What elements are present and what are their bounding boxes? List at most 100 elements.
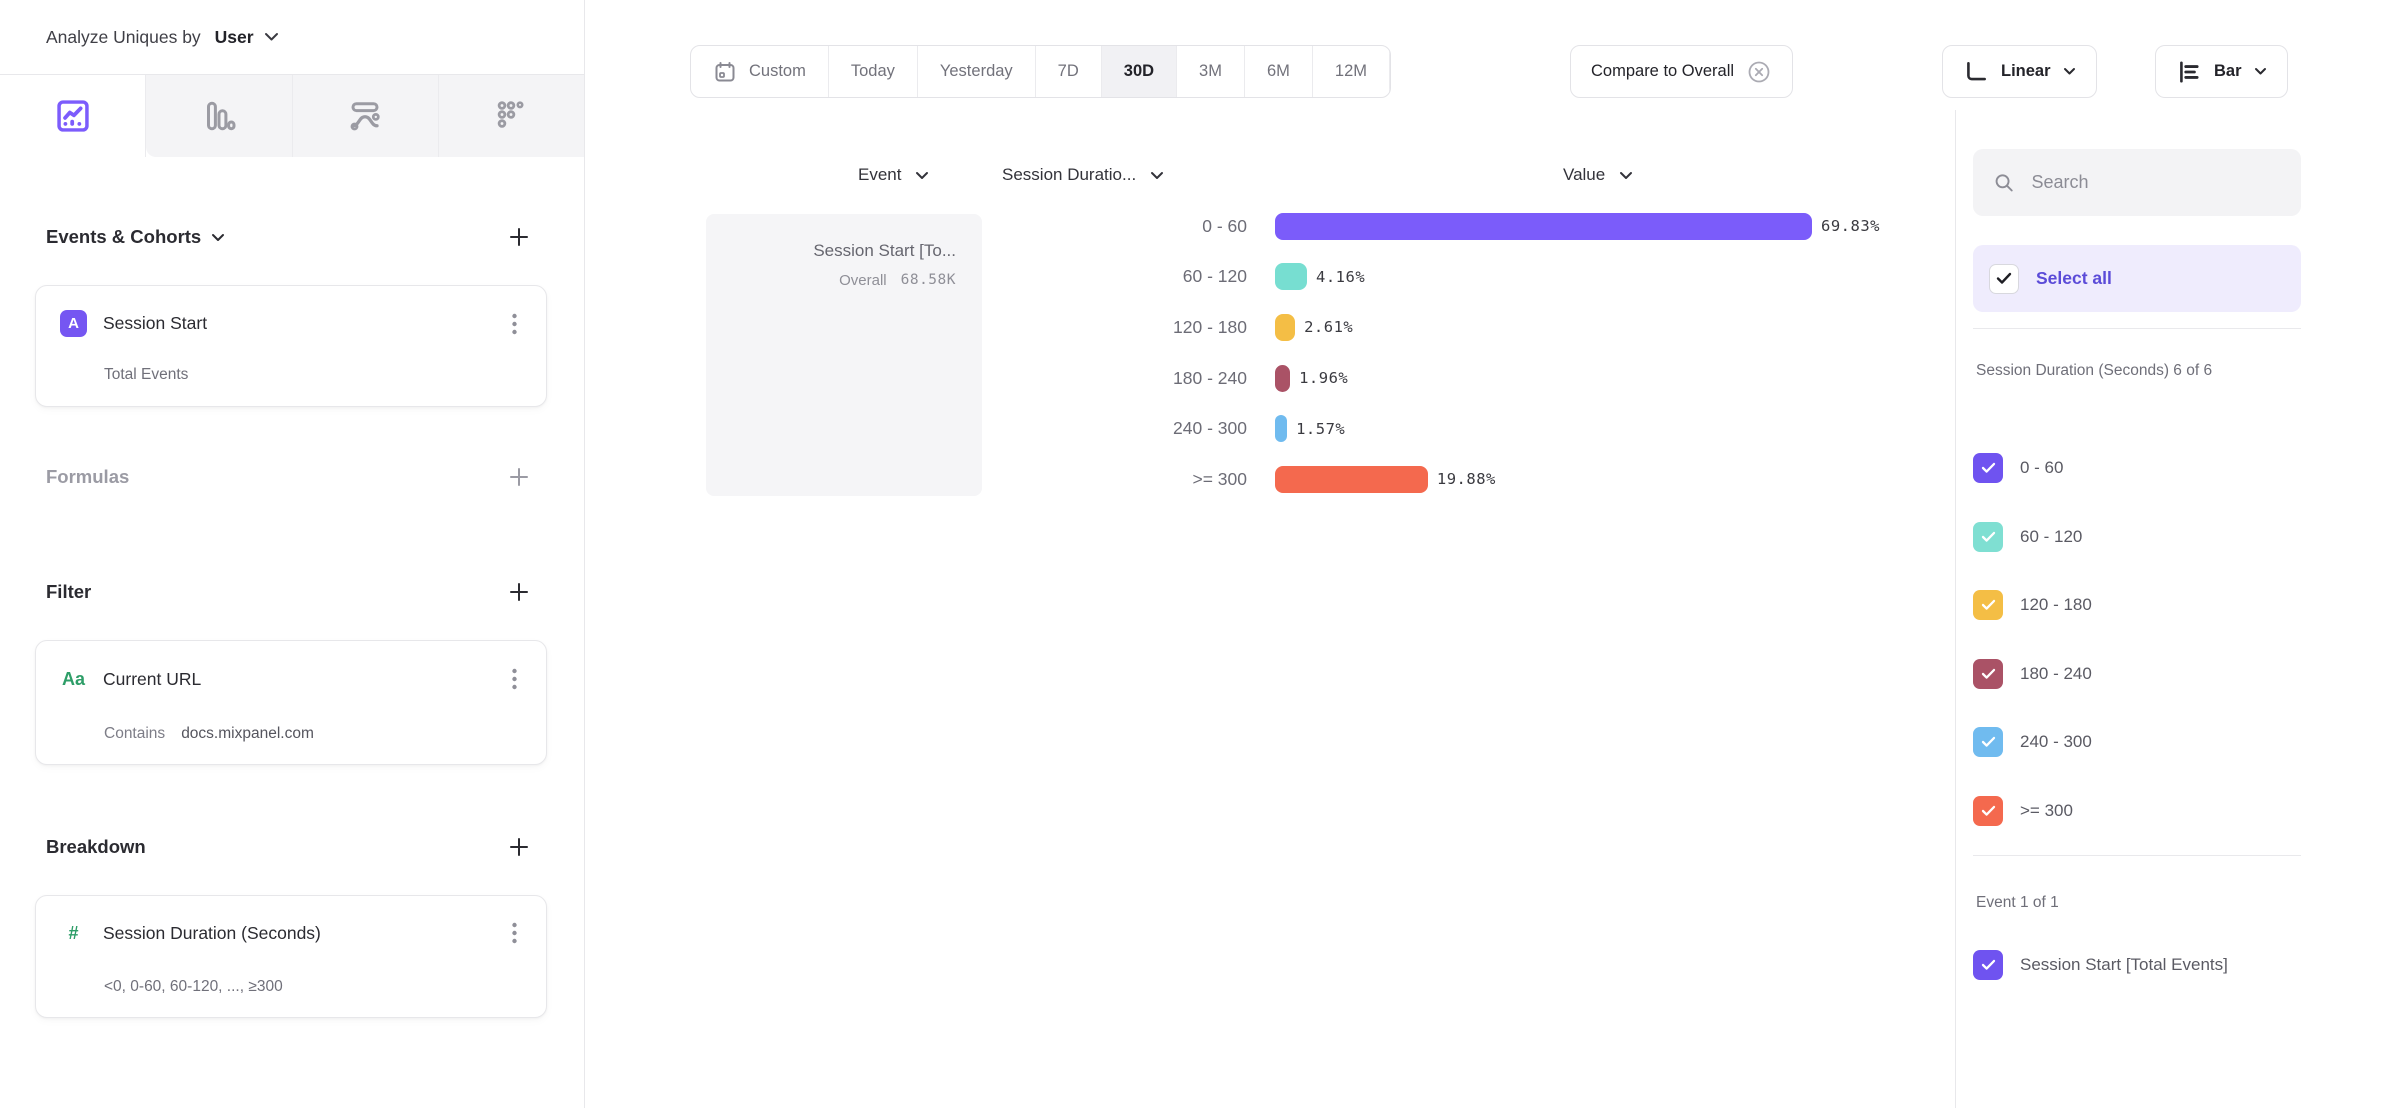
breakdown-checkbox-row[interactable]: 120 - 180 [1973,590,2092,620]
calendar-icon [713,60,737,84]
date-range-tab[interactable]: Today [829,46,918,97]
segment-checkbox[interactable] [1973,795,2003,826]
breakdown-checkbox-row[interactable]: 240 - 300 [1973,727,2092,757]
check-icon [1996,272,2012,284]
event-card-subtitle[interactable]: Total Events [104,366,189,383]
bar-segment[interactable] [1275,313,1296,341]
kebab-icon [511,668,517,690]
bar-value-label: 19.88% [1436,470,1496,489]
scale-selector-label: Linear [2001,62,2051,80]
bar-row-label: 180 - 240 [1173,367,1247,388]
scale-selector-button[interactable]: Linear [1942,45,2097,98]
events-title-text: Events & Cohorts [46,226,202,247]
check-icon [1981,736,1995,747]
segment-checkbox[interactable] [1973,727,2003,757]
column-header-value[interactable]: Value [1563,165,1633,185]
number-property-icon: # [68,922,79,943]
check-icon [1981,805,1995,816]
filter-value[interactable]: docs.mixpanel.com [181,725,314,742]
chart-type-selector-button[interactable]: Bar [2155,45,2288,98]
event-checkbox-row[interactable]: Session Start [Total Events] [1973,950,2272,980]
plus-icon [510,468,528,486]
bar-segment[interactable] [1275,415,1288,443]
segment-label: 240 - 300 [2020,732,2092,751]
segment-checkbox[interactable] [1973,658,2003,689]
date-range-tab[interactable]: 6M [1245,46,1313,97]
tab-retention[interactable] [438,75,584,157]
bar-segment[interactable] [1275,212,1812,240]
filter-card-title[interactable]: Current URL [103,668,202,689]
search-input[interactable] [2031,172,2281,193]
event-card-menu-button[interactable] [504,313,524,335]
breakdown-card-subtitle[interactable]: <0, 0-60, 60-120, ..., ≥300 [104,978,283,995]
bar-chart-icon [2180,60,2199,83]
plus-icon [510,838,528,856]
select-all-checkbox[interactable] [1989,263,2019,294]
filter-card-menu-button[interactable] [504,668,524,690]
bar-segment[interactable] [1275,465,1428,493]
legend-search[interactable] [1973,149,2301,216]
date-range-tab-label: 7D [1057,62,1079,80]
linear-scale-icon [1967,61,1986,80]
select-all-row[interactable]: Select all [1973,245,2301,312]
breakdown-checkbox-row[interactable]: 60 - 120 [1973,521,2092,552]
chevron-down-icon [2254,68,2266,75]
bar-segment[interactable] [1275,364,1291,392]
date-range-tab[interactable]: Yesterday [918,46,1036,97]
event-card-session-start[interactable]: A Session Start Total Events [35,285,547,407]
event-card-title[interactable]: Session Start [103,313,208,333]
breakdown-checkbox-row[interactable]: >= 300 [1973,795,2092,826]
formulas-section-title: Formulas [46,466,130,487]
tab-flows[interactable] [292,75,439,157]
event-badge-a: A [60,310,87,337]
breakdown-checkbox-row[interactable]: 0 - 60 [1973,453,2092,483]
event-group-label: Event 1 of 1 [1976,894,2059,911]
date-range-tab[interactable]: 12M [1313,46,1390,97]
column-header-event[interactable]: Event [858,165,929,185]
add-filter-button[interactable] [506,579,532,605]
overall-value: 68.58K [900,272,956,288]
bar-row-label: 0 - 60 [1202,215,1247,236]
column-header-breakdown[interactable]: Session Duratio... [1002,165,1164,185]
date-range-tab[interactable]: 30D [1101,46,1178,97]
bar-row: 60 - 120 4.16% [1025,263,1955,291]
date-range-tab[interactable]: 7D [1036,46,1102,97]
compare-to-overall-button[interactable]: Compare to Overall [1570,45,1794,98]
search-icon [1995,173,2013,191]
check-icon [1981,668,1995,679]
bar-row: 0 - 60 69.83% [1025,212,1955,240]
date-range-tab[interactable]: 3M [1177,46,1245,97]
filter-operator[interactable]: Contains [104,725,166,742]
bar-row-label: 60 - 120 [1182,266,1247,287]
event-checkbox-label: Session Start [Total Events] [2020,954,2228,974]
events-section-title[interactable]: Events & Cohorts [46,226,225,248]
events-section-header: Events & Cohorts [46,215,532,259]
tab-funnels[interactable] [146,75,293,157]
filter-card-current-url[interactable]: Aa Current URL Contains docs.mixpanel.co… [35,640,547,765]
segment-checkbox[interactable] [1973,453,2003,483]
event-checkbox[interactable] [1973,950,2003,980]
analyze-uniques-by-dropdown[interactable]: User [214,26,254,47]
chevron-down-icon [212,233,225,241]
add-formula-button[interactable] [506,464,532,490]
bar-segment[interactable] [1275,263,1307,291]
breakdown-section-title: Breakdown [46,836,146,857]
bar-value-label: 4.16% [1316,267,1366,286]
segment-checkbox[interactable] [1973,521,2003,552]
plus-icon [510,583,528,601]
event-group-cell[interactable]: Session Start [To... Overall 68.58K [706,214,982,496]
add-breakdown-button[interactable] [506,834,532,860]
remove-compare-icon[interactable] [1746,59,1772,85]
date-range-tab-label: 3M [1199,62,1222,80]
breakdown-card-session-duration[interactable]: # Session Duration (Seconds) <0, 0-60, 6… [35,895,547,1018]
column-header-value-label: Value [1563,165,1606,184]
add-event-button[interactable] [506,224,532,250]
column-header-event-label: Event [858,165,902,184]
breakdown-card-menu-button[interactable] [504,922,524,944]
date-range-tab[interactable]: Custom [691,46,829,97]
tab-insights[interactable] [0,75,147,157]
bar-value-label: 69.83% [1821,217,1880,235]
breakdown-card-title[interactable]: Session Duration (Seconds) [103,922,321,943]
segment-checkbox[interactable] [1973,590,2003,620]
breakdown-checkbox-row[interactable]: 180 - 240 [1973,658,2092,689]
